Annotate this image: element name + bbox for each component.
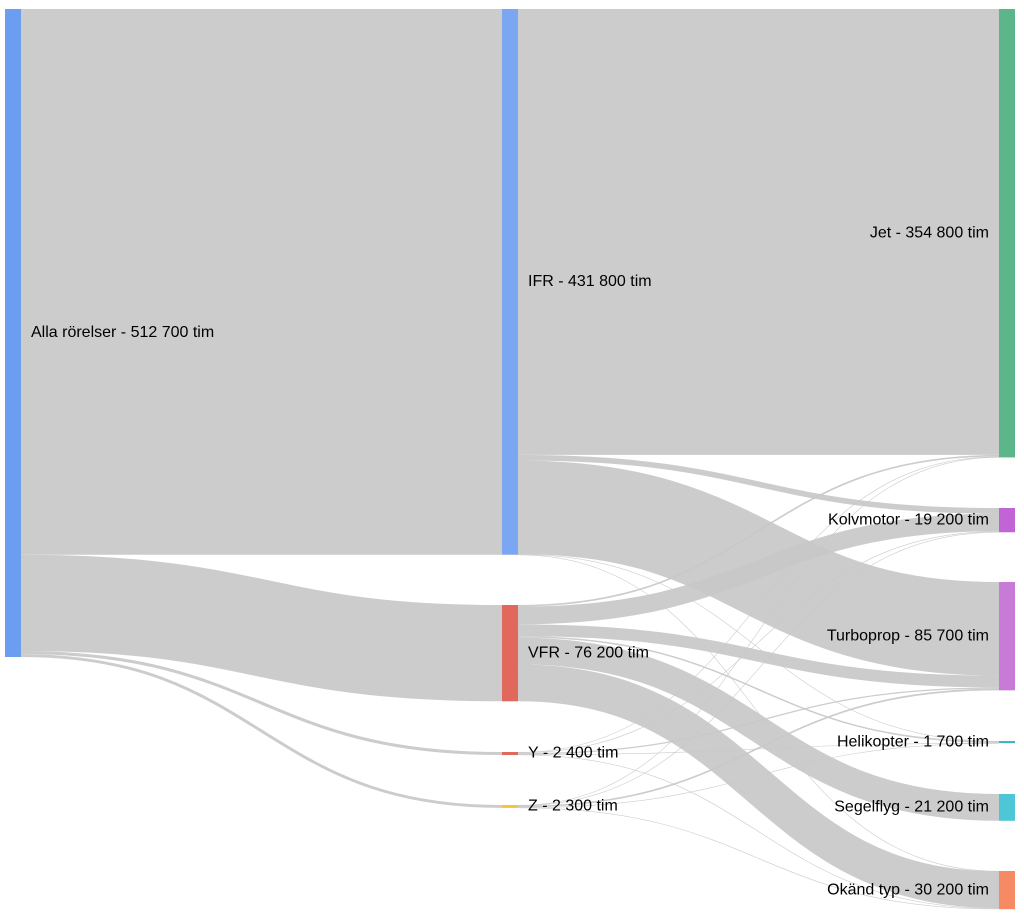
link-z-okand [517,807,1000,910]
node-label-kolv: Kolvmotor - 19 200 tim [828,511,989,528]
node-jet [999,9,1015,458]
link-vfr-segel [517,637,1000,821]
node-heli [999,741,1015,744]
link-y-jet [517,456,1000,753]
link-alla-z [20,654,503,808]
link-y-kolv [517,531,1000,754]
node-label-turbo: Turboprop - 85 700 tim [827,627,989,644]
node-label-segel: Segelflyg - 21 200 tim [834,799,989,816]
node-z [502,805,518,808]
link-z-heli [517,743,1000,809]
link-z-kolv [517,531,1000,806]
link-vfr-heli [517,636,1000,743]
link-ifr-heli [517,554,1000,742]
link-z-jet [517,457,1000,806]
node-label-vfr: VFR - 76 200 tim [528,644,649,661]
link-vfr-turbo [517,624,1000,688]
node-label-alla: Alla rörelser - 512 700 tim [31,324,214,341]
node-vfr [502,605,518,702]
node-label-heli: Helikopter - 1 700 tim [837,733,989,750]
sankey-labels: Alla rörelser - 512 700 tim IFR - 431 800… [31,224,989,898]
link-vfr-jet [517,454,1000,607]
link-alla-y [20,651,503,756]
node-okand [999,871,1015,910]
node-label-z: Z - 2 300 tim [528,798,618,815]
link-vfr-kolv [517,513,1000,625]
link-y-turbo [517,687,1000,755]
node-label-y: Y - 2 400 tim [528,745,618,762]
link-vfr-okand [517,664,1000,909]
link-ifr-kolv [517,454,1000,514]
link-z-turbo [517,688,1000,808]
node-alla [5,9,21,657]
node-label-ifr: IFR - 431 800 tim [528,273,652,290]
node-label-okand: Okänd typ - 30 200 tim [827,881,989,898]
node-segel [999,794,1015,821]
node-label-jet: Jet - 354 800 tim [870,224,989,241]
link-y-okand [517,754,1000,909]
sankey-nodes [5,9,1015,910]
node-kolv [999,508,1015,533]
node-turbo [999,582,1015,691]
node-ifr [502,9,518,555]
node-y [502,752,518,756]
sankey-links [20,8,1000,910]
link-ifr-okand [517,554,1000,872]
link-alla-vfr [20,554,503,702]
